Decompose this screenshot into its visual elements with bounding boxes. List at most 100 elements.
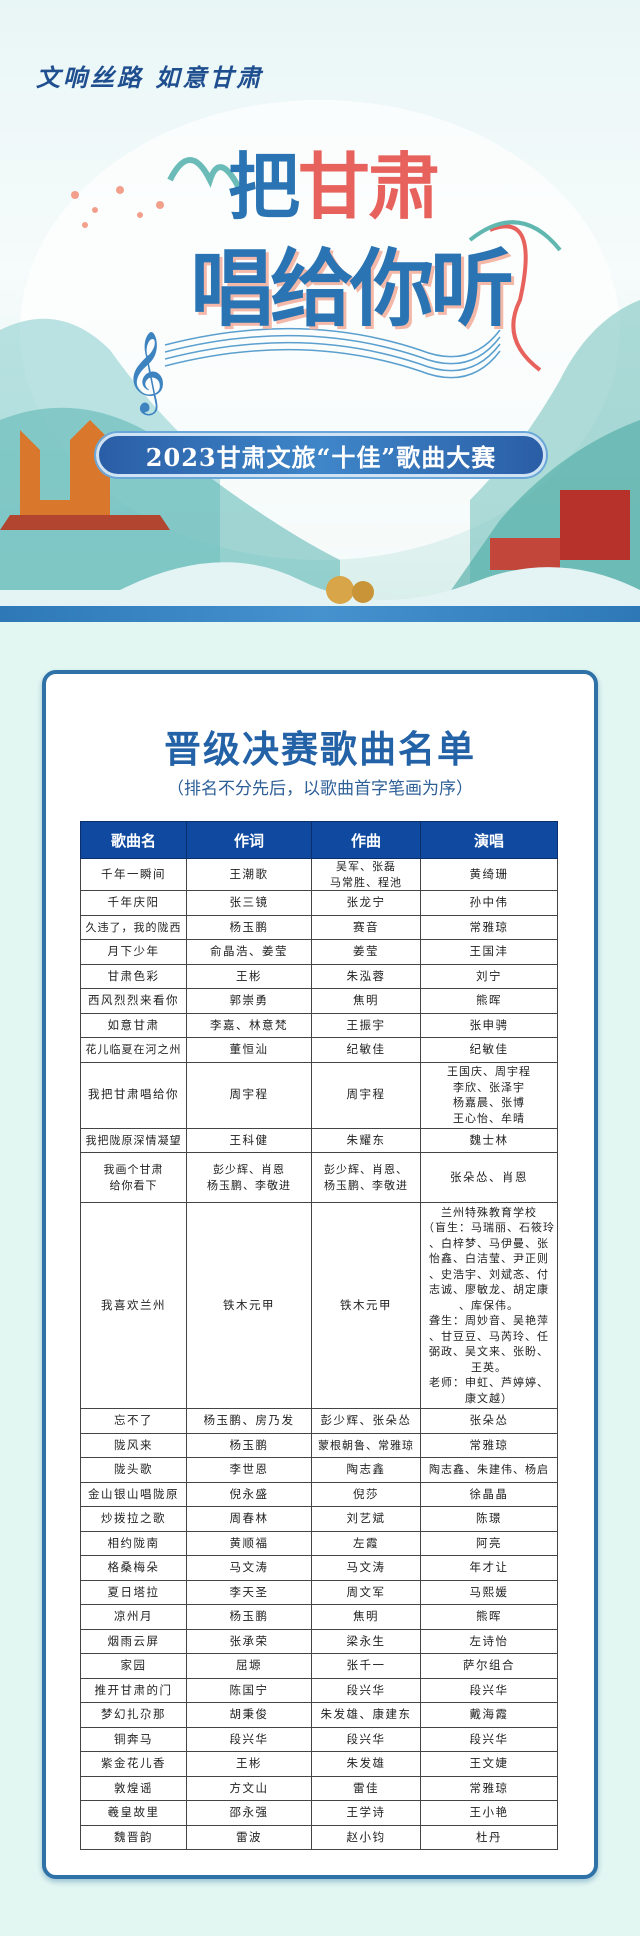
song-title-cell: 敦煌谣 [80, 1775, 187, 1801]
lyricist-cell: 杨玉鹏 [186, 914, 312, 940]
lyricist-cell: 王科健 [186, 1127, 312, 1153]
lyricist-cell: 屈塬 [186, 1653, 312, 1679]
lyricist-cell: 李天圣 [186, 1579, 312, 1605]
singer-cell: 阿亮 [420, 1530, 558, 1556]
table-row: 炒拨拉之歌 周春林 刘艺斌 陈璟 [80, 1506, 558, 1532]
song-title-cell: 久违了，我的陇西 [80, 914, 187, 940]
lyricist-cell: 李世恩 [186, 1457, 312, 1483]
table-row: 格桑梅朵 马文涛 马文涛 年才让 [80, 1555, 558, 1581]
composer-cell: 刘艺斌 [311, 1506, 421, 1532]
singer-cell: 陶志鑫、朱建伟、杨启 [420, 1457, 558, 1483]
table-row: 紫金花儿香 王彬 朱发雄 王文婕 [80, 1751, 558, 1777]
song-title-cell: 铜奔马 [80, 1726, 187, 1752]
composer-cell: 陶志鑫 [311, 1457, 421, 1483]
composer-cell: 朱泓蓉 [311, 963, 421, 989]
table-row: 西风烈烈来看你 郭崇勇 焦明 熊晖 [80, 988, 558, 1014]
lyricist-cell: 俞晶浩、姜莹 [186, 939, 312, 965]
lyricist-cell: 王潮歌 [186, 858, 312, 891]
lyricist-cell: 段兴华 [186, 1726, 312, 1752]
composer-cell: 倪莎 [311, 1481, 421, 1507]
lyricist-cell: 王彬 [186, 1751, 312, 1777]
song-title-cell: 我把陇原深情凝望 [80, 1127, 187, 1153]
table-row: 我把甘肃唱给你 周宇程 周宇程 王国庆、周宇程 李欣、张泽宇 杨嘉晨、张博 王心怡、牟… [80, 1061, 558, 1129]
lyricist-cell: 黄顺福 [186, 1530, 312, 1556]
table-row: 推开甘肃的门 陈国宁 段兴华 段兴华 [80, 1677, 558, 1703]
table-row: 魏晋韵 雷波 赵小钧 杜丹 [80, 1824, 558, 1850]
table-row: 忘不了 杨玉鹏、房乃发 彭少辉、张朵怂 张朵怂 [80, 1408, 558, 1434]
singer-cell: 段兴华 [420, 1726, 558, 1752]
singer-cell: 徐晶晶 [420, 1481, 558, 1507]
song-title-cell: 推开甘肃的门 [80, 1677, 187, 1703]
composer-cell: 朱发雄 [311, 1751, 421, 1777]
singer-cell: 年才让 [420, 1555, 558, 1581]
composer-cell: 朱发雄、康建东 [311, 1702, 421, 1728]
composer-cell: 彭少辉、肖恩、 杨玉鹏、李敬进 [311, 1152, 421, 1203]
singer-cell: 张朵怂、肖恩 [420, 1152, 558, 1203]
song-title-cell: 魏晋韵 [80, 1824, 187, 1850]
lyricist-cell: 雷波 [186, 1824, 312, 1850]
song-title-cell: 陇头歌 [80, 1457, 187, 1483]
composer-cell: 马文涛 [311, 1555, 421, 1581]
table-row: 甘肃色彩 王彬 朱泓蓉 刘宁 [80, 963, 558, 989]
singer-cell: 孙中伟 [420, 890, 558, 916]
table-row: 千年一瞬间 王潮歌 吴军、张磊 马常胜、程池 黄绮珊 [80, 858, 558, 891]
table-row: 烟雨云屏 张承荣 梁永生 左诗怡 [80, 1628, 558, 1654]
lyricist-cell: 郭崇勇 [186, 988, 312, 1014]
song-title-cell: 如意甘肃 [80, 1012, 187, 1038]
composer-cell: 周文军 [311, 1579, 421, 1605]
song-title-cell: 炒拨拉之歌 [80, 1506, 187, 1532]
banner-title-line1: 把甘肃 [228, 128, 440, 233]
table-row: 我把陇原深情凝望 王科健 朱耀东 魏士林 [80, 1127, 558, 1153]
lyricist-cell: 杨玉鹏 [186, 1432, 312, 1458]
lyricist-cell: 周春林 [186, 1506, 312, 1532]
song-title-cell: 梦幻扎尕那 [80, 1702, 187, 1728]
composer-cell: 王学诗 [311, 1800, 421, 1826]
table-row: 铜奔马 段兴华 段兴华 段兴华 [80, 1726, 558, 1752]
singer-cell: 纪敏佳 [420, 1037, 558, 1063]
table-row: 凉州月 杨玉鹏 焦明 熊晖 [80, 1604, 558, 1630]
table-header-row: 歌曲名 作词 作曲 演唱 [80, 821, 558, 859]
composer-cell: 焦明 [311, 988, 421, 1014]
song-title-cell: 羲皇故里 [80, 1800, 187, 1826]
header-composer: 作曲 [311, 821, 421, 859]
table-row: 金山银山唱陇原 倪永盛 倪莎 徐晶晶 [80, 1481, 558, 1507]
singer-cell: 左诗怡 [420, 1628, 558, 1654]
composer-cell: 朱耀东 [311, 1127, 421, 1153]
singer-cell: 萨尔组合 [420, 1653, 558, 1679]
lyricist-cell: 王彬 [186, 963, 312, 989]
table-row: 我喜欢兰州 铁木元甲 铁木元甲 兰州特殊教育学校 （盲生：马瑞丽、石筱玲 、白梓梦、马… [80, 1202, 558, 1409]
singer-cell: 王文婕 [420, 1751, 558, 1777]
table-row: 月下少年 俞晶浩、姜莹 姜莹 王国沣 [80, 939, 558, 965]
singer-cell: 王国庆、周宇程 李欣、张泽宇 杨嘉晨、张博 王心怡、牟晴 [420, 1061, 558, 1129]
singer-cell: 熊晖 [420, 988, 558, 1014]
lyricist-cell: 胡秉俊 [186, 1702, 312, 1728]
song-title-cell: 西风烈烈来看你 [80, 988, 187, 1014]
composer-cell: 张龙宁 [311, 890, 421, 916]
song-title-cell: 甘肃色彩 [80, 963, 187, 989]
svg-text:𝄞: 𝄞 [125, 330, 166, 415]
table-row: 梦幻扎尕那 胡秉俊 朱发雄、康建东 戴海霞 [80, 1702, 558, 1728]
song-title-cell: 相约陇南 [80, 1530, 187, 1556]
table-row: 我画个甘肃 给你看下 彭少辉、肖恩 杨玉鹏、李敬进 彭少辉、肖恩、 杨玉鹏、李敬进张… [80, 1152, 558, 1203]
singer-cell: 熊晖 [420, 1604, 558, 1630]
singer-cell: 王小艳 [420, 1800, 558, 1826]
song-title-cell: 千年一瞬间 [80, 858, 187, 891]
table-row: 敦煌谣 方文山 雷佳 常雅琼 [80, 1775, 558, 1801]
header-singer: 演唱 [420, 821, 558, 859]
song-title-cell: 忘不了 [80, 1408, 187, 1434]
divider-strip [0, 606, 640, 622]
song-title-cell: 花儿临夏在河之州 [80, 1037, 187, 1063]
composer-cell: 左霞 [311, 1530, 421, 1556]
lyricist-cell: 杨玉鹏 [186, 1604, 312, 1630]
slogan-logo: 文响丝路 如意甘肃 [36, 63, 264, 92]
composer-cell: 段兴华 [311, 1677, 421, 1703]
singer-cell: 张申骋 [420, 1012, 558, 1038]
composer-cell: 梁永生 [311, 1628, 421, 1654]
table-row: 千年庆阳 张三镜 张龙宁 孙中伟 [80, 890, 558, 916]
table-row: 如意甘肃 李嘉、林意梵 王振宇 张申骋 [80, 1012, 558, 1038]
singer-cell: 段兴华 [420, 1677, 558, 1703]
event-banner: 𝄞 文响丝路 如意甘肃 把甘肃 唱给你听 2023甘肃文旅“十佳”歌曲大赛 [0, 0, 640, 606]
table-row: 陇风来 杨玉鹏 蒙根朝鲁、常雅琼 常雅琼 [80, 1432, 558, 1458]
song-title-cell: 我画个甘肃 给你看下 [80, 1152, 187, 1203]
singer-cell: 黄绮珊 [420, 858, 558, 891]
